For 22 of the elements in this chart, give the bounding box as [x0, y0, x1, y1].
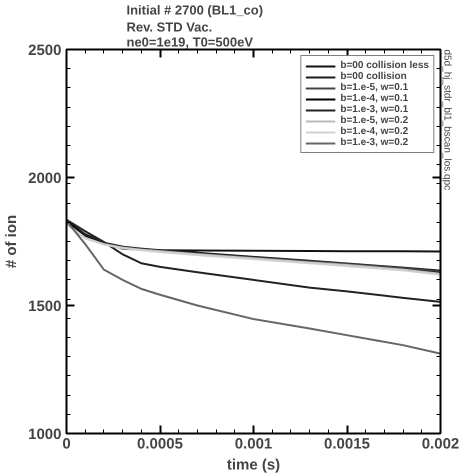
legend-label: b=00 collision [340, 71, 407, 82]
text: d5d_hj_stdr_bl1_bscan_los.qpc [442, 50, 452, 190]
chart-subtitle: Rev. STD Vac. ne0=1e19, T0=500eV [126, 20, 254, 50]
x-tick-label: 0 [62, 436, 71, 452]
y-tick-label: 1000 [28, 426, 62, 443]
legend-label: b=1.e-3, w=0.1 [340, 104, 408, 115]
x-tick-label: 0.0015 [324, 436, 370, 452]
y-tick-label: 2000 [28, 170, 62, 187]
x-tick-label: 0.001 [234, 436, 272, 452]
x-axis-title: time (s) [226, 456, 280, 474]
x-tick-label: 0.002 [422, 436, 460, 452]
y-axis-title: # of ion [3, 214, 20, 268]
legend-label: b=1.e-4, w=0.2 [340, 126, 408, 137]
legend-label: b=1.e-5, w=0.2 [340, 115, 408, 126]
y-tick-label: 2500 [28, 42, 62, 59]
legend-label: b=00 collision less [340, 60, 429, 71]
y-tick-label: 1500 [28, 298, 62, 315]
chart-title: Initial # 2700 (BL1_co) [126, 2, 264, 18]
legend-label: b=1.e-3, w=0.2 [340, 137, 408, 148]
legend-label: b=1.e-5, w=0.1 [340, 82, 408, 93]
x-tick-label: 0.0005 [137, 436, 183, 452]
legend-label: b=1.e-4, w=0.1 [340, 93, 408, 104]
